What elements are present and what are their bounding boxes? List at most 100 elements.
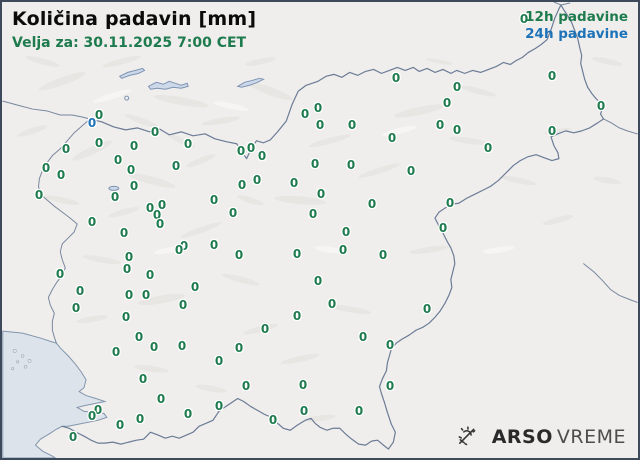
station-value-green: 0 bbox=[135, 412, 145, 426]
station-value-green: 0 bbox=[292, 247, 302, 261]
vreme-text: VREME bbox=[556, 425, 626, 448]
station-value-green: 0 bbox=[246, 141, 256, 155]
station-value-green: 0 bbox=[313, 101, 323, 115]
station-value-green: 0 bbox=[122, 262, 132, 276]
station-value-green: 0 bbox=[300, 107, 310, 121]
valid-time-subtitle: Velja za: 30.11.2025 7:00 CET bbox=[12, 35, 247, 51]
station-value-green: 0 bbox=[174, 243, 184, 257]
station-value-green: 0 bbox=[94, 136, 104, 150]
station-value-green: 0 bbox=[268, 413, 278, 427]
station-value-green: 0 bbox=[150, 125, 160, 139]
arso-text: ARSO bbox=[491, 425, 553, 448]
station-value-green: 0 bbox=[234, 248, 244, 262]
border-italy-slovenia bbox=[37, 118, 91, 344]
station-value-green: 0 bbox=[124, 288, 134, 302]
station-value-green: 0 bbox=[214, 399, 224, 413]
station-value-green: 0 bbox=[110, 190, 120, 204]
station-value-green: 0 bbox=[387, 131, 397, 145]
legend: 12h padavine 24h padavine bbox=[525, 9, 628, 43]
station-value-green: 0 bbox=[94, 108, 104, 122]
station-value-green: 0 bbox=[183, 137, 193, 151]
station-value-green: 0 bbox=[237, 178, 247, 192]
arso-vreme-logo: ARSO VREME bbox=[455, 425, 626, 448]
legend-item-12h: 12h padavine bbox=[525, 9, 628, 25]
station-value-green: 0 bbox=[171, 159, 181, 173]
terrain-shading bbox=[17, 55, 624, 423]
station-value-green: 0 bbox=[241, 379, 251, 393]
lagoon-islets bbox=[11, 349, 32, 371]
neighbour-borders bbox=[2, 2, 638, 344]
station-value-green: 0 bbox=[435, 118, 445, 132]
station-value-green: 0 bbox=[129, 179, 139, 193]
station-value-green: 0 bbox=[298, 378, 308, 392]
station-value-green: 0 bbox=[141, 288, 151, 302]
station-value-green: 0 bbox=[155, 217, 165, 231]
station-value-green: 0 bbox=[289, 176, 299, 190]
station-value-blue: 0 bbox=[87, 116, 97, 130]
station-value-green: 0 bbox=[179, 239, 189, 253]
station-value-green: 0 bbox=[87, 409, 97, 423]
station-value-green: 0 bbox=[178, 298, 188, 312]
station-value-green: 0 bbox=[338, 243, 348, 257]
station-value-green: 0 bbox=[299, 404, 309, 418]
station-value-green: 0 bbox=[378, 248, 388, 262]
station-value-green: 0 bbox=[292, 309, 302, 323]
station-value-green: 0 bbox=[547, 124, 557, 138]
station-value-green: 0 bbox=[346, 158, 356, 172]
station-value-green: 0 bbox=[134, 330, 144, 344]
station-value-green: 0 bbox=[55, 267, 65, 281]
station-value-green: 0 bbox=[129, 139, 139, 153]
station-value-green: 0 bbox=[75, 284, 85, 298]
station-value-green: 0 bbox=[391, 71, 401, 85]
station-value-green: 0 bbox=[483, 141, 493, 155]
station-value-green: 0 bbox=[145, 268, 155, 282]
station-value-green: 0 bbox=[316, 187, 326, 201]
station-value-green: 0 bbox=[260, 322, 270, 336]
station-value-green: 0 bbox=[452, 80, 462, 94]
station-value-green: 0 bbox=[519, 12, 529, 26]
station-value-green: 0 bbox=[236, 144, 246, 158]
sea-adriatic bbox=[2, 330, 108, 458]
border-austria-hungary bbox=[553, 2, 571, 6]
station-value-green: 0 bbox=[452, 123, 462, 137]
station-value-green: 0 bbox=[347, 118, 357, 132]
station-value-green: 0 bbox=[209, 193, 219, 207]
station-value-green: 0 bbox=[111, 345, 121, 359]
station-value-green: 0 bbox=[157, 198, 167, 212]
station-value-green: 0 bbox=[547, 69, 557, 83]
station-value-green: 0 bbox=[438, 221, 448, 235]
station-value-green: 0 bbox=[313, 274, 323, 288]
station-value-green: 0 bbox=[113, 153, 123, 167]
station-value-green: 0 bbox=[327, 297, 337, 311]
station-value-green: 0 bbox=[234, 341, 244, 355]
border-slovenia bbox=[61, 4, 605, 450]
station-value-green: 0 bbox=[310, 157, 320, 171]
station-value-green: 0 bbox=[385, 338, 395, 352]
station-value-green: 0 bbox=[124, 250, 134, 264]
lakes bbox=[108, 67, 265, 191]
station-value-green: 0 bbox=[138, 372, 148, 386]
station-value-green: 0 bbox=[214, 354, 224, 368]
station-value-green: 0 bbox=[149, 340, 159, 354]
station-value-green: 0 bbox=[209, 238, 219, 252]
station-value-green: 0 bbox=[56, 168, 66, 182]
sun-weather-icon bbox=[458, 426, 476, 446]
station-value-green: 0 bbox=[596, 99, 606, 113]
station-value-green: 0 bbox=[156, 392, 166, 406]
station-value-green: 0 bbox=[183, 407, 193, 421]
station-value-green: 0 bbox=[341, 225, 351, 239]
station-value-green: 0 bbox=[190, 280, 200, 294]
station-value-green: 0 bbox=[152, 208, 162, 222]
border-croatia-east bbox=[583, 263, 638, 303]
station-value-green: 0 bbox=[445, 196, 455, 210]
terrain-highlights bbox=[92, 89, 515, 255]
station-value-green: 0 bbox=[315, 118, 325, 132]
station-value-green: 0 bbox=[406, 164, 416, 178]
station-value-green: 0 bbox=[358, 330, 368, 344]
station-value-green: 0 bbox=[308, 207, 318, 221]
station-value-green: 0 bbox=[367, 197, 377, 211]
